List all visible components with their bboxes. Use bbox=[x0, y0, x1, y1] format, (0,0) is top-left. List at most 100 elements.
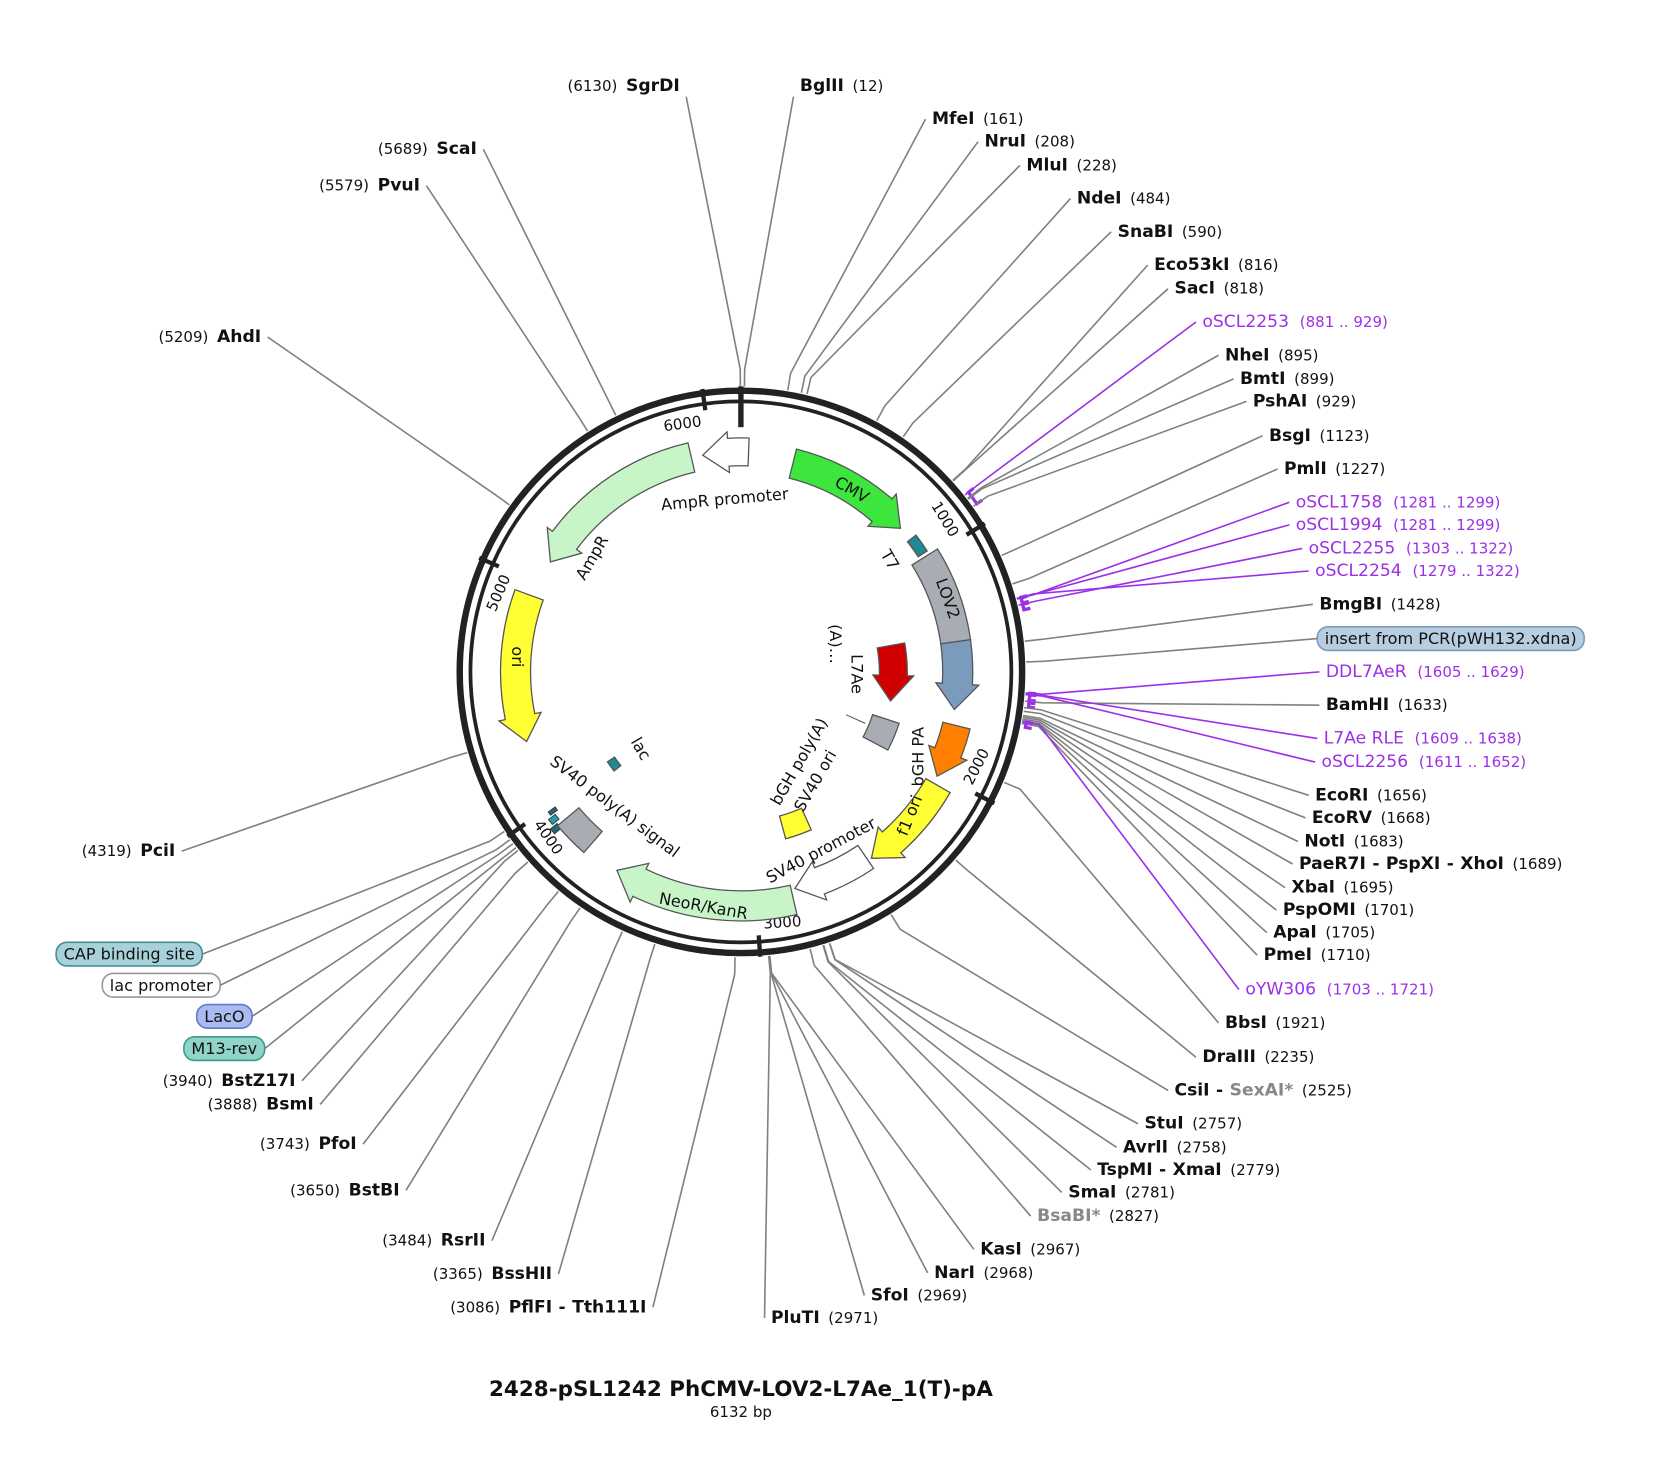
enzyme-name: PmeI bbox=[1264, 945, 1312, 965]
primer-name: oSCL1994 bbox=[1296, 515, 1383, 535]
site-position: (5209) bbox=[158, 328, 208, 346]
name-separator: - bbox=[1372, 854, 1379, 874]
site-position: (484) bbox=[1130, 189, 1170, 207]
site-label: (3484) RsrII bbox=[382, 1231, 485, 1251]
leader-line bbox=[219, 839, 511, 987]
site-label: StuI (2757) bbox=[1144, 1114, 1242, 1134]
leader-line bbox=[652, 957, 736, 1308]
leader-line bbox=[902, 231, 1112, 438]
site-position: (1710) bbox=[1321, 946, 1371, 964]
primer-label: oSCL1758 (1281 .. 1299) bbox=[1296, 492, 1501, 512]
site-label: EcoRI (1656) bbox=[1315, 785, 1427, 805]
feature-label: T7 bbox=[876, 545, 903, 573]
site-position: (1656) bbox=[1377, 786, 1427, 804]
leader-line bbox=[1016, 524, 1290, 600]
site-position: (4319) bbox=[82, 842, 132, 860]
site-position: (3650) bbox=[290, 1181, 340, 1199]
site-label: (4319) PciI bbox=[82, 841, 176, 861]
primer-name: oSCL2255 bbox=[1309, 538, 1396, 558]
site-label: PmlI (1227) bbox=[1284, 459, 1385, 479]
site-position: (2827) bbox=[1109, 1207, 1159, 1225]
tick-label: 6000 bbox=[662, 412, 702, 435]
site-position: (2781) bbox=[1125, 1183, 1175, 1201]
enzyme-name: AvrII bbox=[1123, 1137, 1168, 1157]
primer-label: oSCL2256 (1611 .. 1652) bbox=[1322, 752, 1527, 772]
leader-line bbox=[685, 96, 742, 387]
enzyme-name: EcoRI bbox=[1315, 785, 1368, 805]
enzyme-name: XmaI bbox=[1173, 1160, 1222, 1180]
feature bbox=[906, 534, 929, 558]
primer-range: (1303 .. 1322) bbox=[1406, 539, 1513, 557]
site-label: (3650) BstBI bbox=[290, 1180, 399, 1200]
leader-line bbox=[1003, 781, 1220, 1024]
site-position: (3940) bbox=[163, 1071, 213, 1089]
primer-name: L7Ae RLE bbox=[1324, 728, 1404, 748]
enzyme-name: PflFI bbox=[509, 1297, 552, 1317]
leader-line bbox=[482, 148, 617, 416]
leader bbox=[845, 714, 866, 724]
primer-label: oSCL2253 (881 .. 929) bbox=[1202, 312, 1387, 332]
enzyme-name: BamHI bbox=[1326, 695, 1389, 715]
leader-line bbox=[809, 948, 1032, 1217]
site-position: (2969) bbox=[917, 1286, 967, 1304]
site-label: NheI (895) bbox=[1225, 345, 1319, 365]
enzyme-name: PvuI bbox=[378, 176, 420, 196]
feature-label: AmpR promoter bbox=[660, 484, 789, 514]
feature bbox=[701, 430, 750, 474]
primer-label: oSCL1994 (1281 .. 1299) bbox=[1296, 515, 1501, 535]
enzyme-name: SgrDI bbox=[626, 76, 680, 96]
primer-name: oSCL1758 bbox=[1296, 492, 1383, 512]
site-label: (3086) PflFI - Tth111I bbox=[450, 1297, 646, 1317]
pill-box bbox=[183, 1035, 266, 1062]
leader-line bbox=[967, 378, 1234, 500]
enzyme-name: BmgBI bbox=[1319, 594, 1382, 614]
site-label: PluTI (2971) bbox=[771, 1308, 878, 1328]
site-label: MfeI (161) bbox=[932, 109, 1024, 129]
enzyme-name: SfoI bbox=[871, 1285, 909, 1305]
primer-label: oYW306 (1703 .. 1721) bbox=[1245, 980, 1434, 1000]
enzyme-name: AhdI bbox=[217, 327, 261, 347]
enzyme-name: NdeI bbox=[1077, 189, 1122, 209]
pill-box bbox=[55, 941, 204, 967]
site-position: (208) bbox=[1035, 132, 1075, 150]
site-label: PmeI (1710) bbox=[1264, 945, 1371, 965]
primer-mark bbox=[1018, 594, 1031, 612]
leader-line bbox=[876, 198, 1072, 422]
site-label: NdeI (484) bbox=[1077, 189, 1171, 209]
primer-name: oYW306 bbox=[1245, 980, 1316, 1000]
site-position: (1668) bbox=[1381, 808, 1431, 826]
enzyme-name: CsiI bbox=[1175, 1080, 1210, 1100]
feature-pill: insert from PCR(pWH132.xdna) bbox=[1316, 625, 1585, 652]
site-label: (3743) PfoI bbox=[260, 1134, 357, 1154]
enzyme-name: BssHII bbox=[491, 1264, 552, 1284]
site-label: (3888) BsmI bbox=[208, 1094, 314, 1114]
site-label: SacI (818) bbox=[1175, 279, 1264, 299]
feature bbox=[778, 807, 813, 840]
leader-line bbox=[362, 890, 559, 1145]
site-position: (1695) bbox=[1344, 878, 1394, 896]
leader-line bbox=[800, 141, 979, 393]
leader-line bbox=[425, 185, 589, 432]
site-label: ApaI (1705) bbox=[1273, 923, 1375, 943]
site-label: TspMI - XmaI (2779) bbox=[1097, 1160, 1280, 1180]
site-position: (895) bbox=[1278, 346, 1318, 364]
pill-label: LacO bbox=[204, 1007, 244, 1026]
enzyme-name: NotI bbox=[1304, 831, 1345, 851]
enzyme-name: PaeR7I bbox=[1299, 854, 1366, 874]
feature-label: lac bbox=[627, 734, 655, 764]
enzyme-name: SexAI* bbox=[1230, 1080, 1294, 1100]
feature-pill: LacO bbox=[195, 1003, 253, 1030]
leader-line bbox=[1021, 721, 1268, 934]
feature-pill: M13-rev bbox=[183, 1035, 266, 1062]
site-position: (1123) bbox=[1320, 426, 1370, 444]
leader-line bbox=[787, 118, 927, 391]
tick bbox=[506, 822, 527, 839]
small-feature bbox=[547, 806, 559, 816]
leader-line bbox=[264, 847, 517, 1050]
leader-line bbox=[1024, 706, 1309, 797]
enzyme-name: NheI bbox=[1225, 345, 1270, 365]
feature bbox=[497, 588, 545, 743]
tick bbox=[700, 388, 708, 411]
leader-line bbox=[763, 955, 772, 1319]
feature bbox=[862, 713, 900, 751]
